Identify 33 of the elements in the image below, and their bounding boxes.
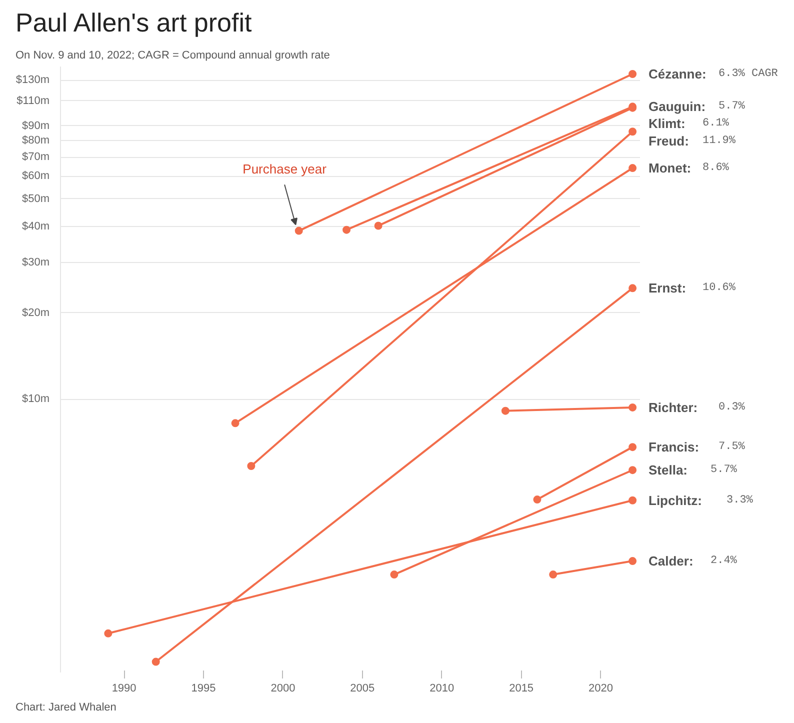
x-tick-label: 2020 [588,682,614,694]
series-label: Gauguin: 5.7% [648,99,746,114]
series-label: Freud: 11.9% [648,133,736,148]
x-tick-label: 2005 [350,682,375,694]
y-tick-label: $30m [22,256,50,268]
y-tick-label: $80m [22,134,50,146]
series-label: Monet: 8.6% [648,160,730,176]
x-tick-label: 2015 [509,682,534,694]
annotation: Purchase year [242,161,328,176]
text: Calder: 2.4% [648,554,737,569]
y-tick-label: $40m [22,220,50,233]
x-tick-label: 1995 [191,682,216,694]
series-label: Cézanne: 6.3% CAGR [648,66,778,82]
y-tick-label: $70m [22,151,50,164]
y-tick-label: $130m [16,74,50,86]
text: Stella: 5.7% [648,462,737,478]
text: Lipchitz: 3.3% [648,492,753,508]
y-tick-label: $110m [16,94,50,107]
y-tick-label: $20m [22,306,50,319]
x-tick-label: 1990 [112,682,136,694]
x-tick-label: 2010 [430,682,454,694]
text: Chart: Jared Whalen [16,702,116,714]
y-tick-label: $10m [22,393,50,406]
y-tick-label: $60m [22,170,50,182]
text: Richter: 0.3% [648,400,745,415]
y-tick-label: $90m [22,120,50,132]
x-tick-label: 2000 [270,682,296,694]
chart-title: Paul Allen's art profit [16,8,252,38]
text: Francis: 7.5% [648,440,745,455]
chart-subtitle: On Nov. 9 and 10, 2022; CAGR = Compound annual growth rate [16,50,330,62]
text: Klimt: 6.1% [648,116,729,132]
y-tick-label: $50m [22,192,50,205]
text: Ernst: 10.6% [648,280,736,296]
